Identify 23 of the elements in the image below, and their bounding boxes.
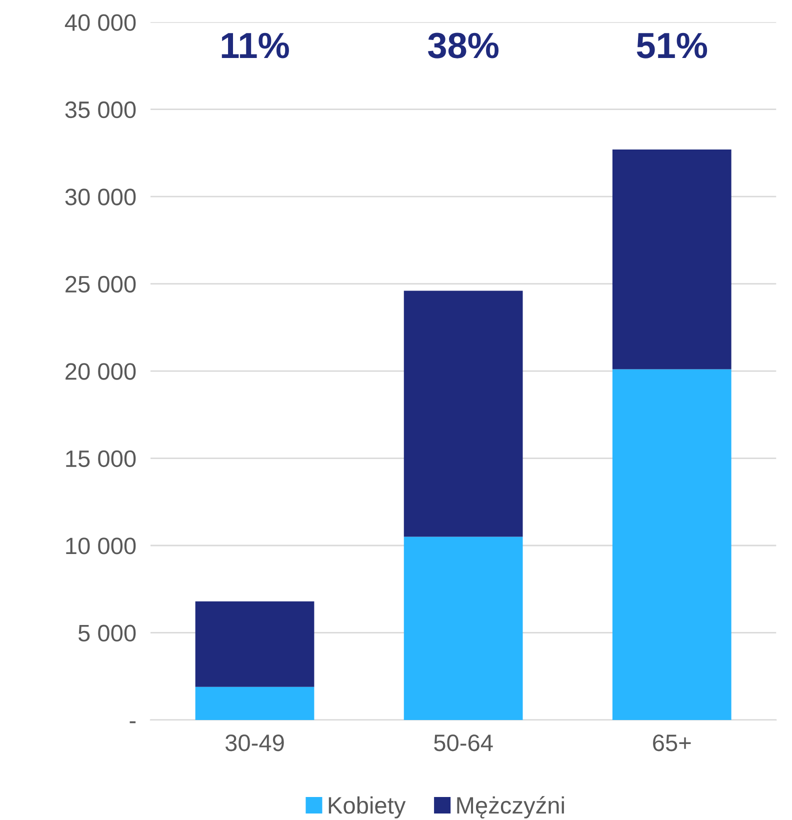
- x-tick-label: 65+: [653, 734, 691, 752]
- y-tick-label: 25 000: [66, 276, 136, 293]
- bar: [612, 369, 732, 720]
- y-tick-label: 15 000: [66, 450, 136, 468]
- y-tick-label: -: [130, 721, 136, 724]
- y-tick-label: 30 000: [65, 188, 136, 206]
- y-tick-label: 10 000: [66, 538, 136, 554]
- x-tick-label: 50-64: [434, 734, 493, 752]
- annotation: 11%: [222, 32, 289, 58]
- bar: [195, 686, 314, 720]
- legend-label: Mężczyźni: [457, 796, 564, 818]
- y-tick-label: 35 000: [65, 101, 136, 118]
- y-tick-label: 20 000: [66, 363, 136, 380]
- annotation: 51%: [636, 32, 708, 58]
- annotation: 38%: [428, 32, 499, 58]
- bar: [195, 601, 314, 687]
- y-tick-label: 5 000: [78, 624, 136, 642]
- legend-label: Kobiety: [328, 796, 406, 818]
- y-tick-label: 40 000: [64, 14, 136, 31]
- bar: [404, 290, 523, 537]
- x-tick-label: 30-49: [225, 734, 284, 752]
- bar: [404, 536, 523, 720]
- bar: [612, 149, 732, 370]
